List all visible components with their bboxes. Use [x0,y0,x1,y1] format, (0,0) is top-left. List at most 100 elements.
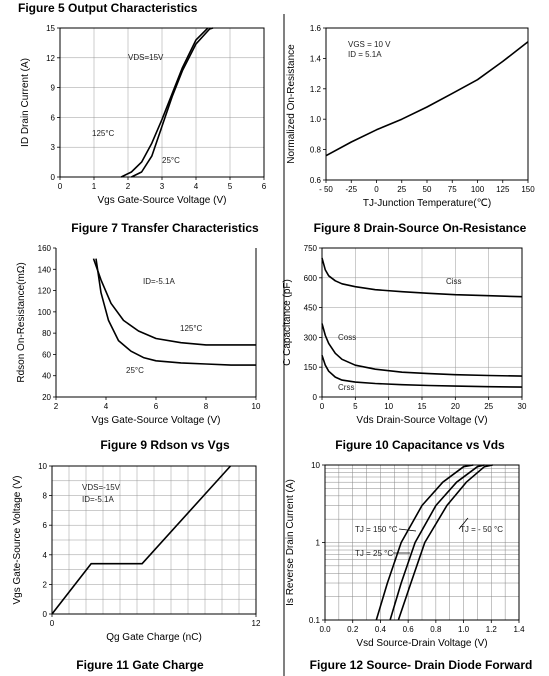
y-tick-label: 150 [304,363,318,372]
annotation-id: ID=-5.1A [143,277,175,286]
x-axis-label: TJ-Junction Temperature(℃) [363,198,491,209]
y-tick-label: 1.4 [310,54,322,63]
annotation-vds: VDS=15V [128,53,164,62]
x-tick-label: 25 [484,402,493,411]
y-tick-label: 6 [43,521,48,530]
series-line [325,41,529,157]
annotation-id: ID=-5.1A [82,495,114,504]
y-tick-label: 15 [46,24,55,33]
y-tick-label: 450 [304,304,318,313]
caption-fig8: Figure 8 Drain-Source On-Resistance [313,221,527,235]
y-tick-label: 2 [43,580,48,589]
x-tick-label: 125 [496,185,510,194]
y-axis-label: C Capacitance (pF) [282,279,293,366]
x-tick-label: 75 [448,185,457,194]
y-tick-label: 0.6 [310,176,322,185]
x-tick-label: 0.6 [403,625,415,634]
y-tick-label: 1.2 [310,85,322,94]
x-tick-label: 0.8 [430,625,442,634]
y-tick-label: 20 [42,393,51,402]
x-tick-label: 8 [204,402,209,411]
x-tick-label: 12 [252,619,261,628]
y-tick-label: 100 [38,308,52,317]
x-tick-label: 4 [194,182,199,191]
y-tick-label: 4 [43,551,48,560]
series-line [321,257,523,298]
plot-frame [51,465,257,615]
y-tick-label: 0.8 [310,146,322,155]
y-tick-label: 600 [304,274,318,283]
x-tick-label: -25 [345,185,357,194]
y-tick-label: 12 [46,54,55,63]
y-tick-label: 9 [51,84,56,93]
x-tick-label: 10 [384,402,393,411]
annotation-25c: 25°C [162,156,180,165]
y-axis-label: Vgs Gate-Source Voltage (V) [12,476,23,605]
annotation-ciss: Ciss [446,277,462,286]
x-axis-label: Vgs Gate-Source Voltage (V) [98,195,227,206]
y-tick-label: 0 [43,610,48,619]
y-tick-label: 80 [42,329,51,338]
y-tick-label: 60 [42,350,51,359]
annotation-coss: Coss [338,333,356,342]
y-tick-label: 10 [311,461,320,470]
y-tick-label: 6 [51,113,56,122]
x-tick-label: 0 [58,182,63,191]
annotation-150c: TJ = 150 °C [355,525,398,534]
y-tick-label: 40 [42,372,51,381]
x-tick-label: 1.4 [513,625,525,634]
y-tick-label: 0.1 [309,616,321,625]
y-axis-label: Normalized On-Resistance [286,44,297,164]
annotation-125c: 125°C [180,324,203,333]
x-tick-label: 6 [154,402,159,411]
y-tick-label: 10 [38,462,47,471]
y-tick-label: 3 [51,143,56,152]
series-line [321,355,523,388]
x-tick-label: 150 [521,185,535,194]
annotation-crss: Crss [338,383,354,392]
y-tick-label: 300 [304,333,318,342]
top-title: Figure 5 Output Characteristics [18,1,198,15]
annotation-minus50c: TJ = - 50 °C [460,525,503,534]
y-tick-label: 0 [313,393,318,402]
annotation-25c: TJ = 25 °C [355,549,393,558]
x-tick-label: 5 [228,182,233,191]
x-axis-label: Vgs Gate-Source Voltage (V) [92,415,221,426]
x-tick-label: 1.0 [458,625,470,634]
x-tick-label: 0 [374,185,379,194]
annotation-leader [398,528,417,532]
series-line [95,258,256,366]
x-tick-label: 1.2 [486,625,498,634]
caption-fig12: Figure 12 Source- Drain Diode Forward [309,658,533,672]
y-axis-label: Rdson On-Resistance(mΩ) [16,262,27,382]
x-tick-label: 3 [160,182,165,191]
x-tick-label: 30 [518,402,527,411]
annotation-vds: VDS=-15V [82,483,121,492]
x-tick-label: 0.0 [319,625,331,634]
x-tick-label: 15 [418,402,427,411]
caption-fig10: Figure 10 Capacitance vs Vds [335,438,505,452]
x-tick-label: 25 [397,185,406,194]
series-line [389,464,485,621]
x-axis-label: Vsd Source-Drain Voltage (V) [356,638,487,649]
x-tick-label: 0.2 [347,625,359,634]
x-tick-label: 2 [54,402,59,411]
series-line [51,465,232,615]
series-line [321,323,523,377]
y-tick-label: 160 [38,244,52,253]
caption-fig7: Figure 7 Transfer Characteristics [71,221,259,235]
x-tick-label: 100 [471,185,485,194]
series-line [131,27,214,178]
y-tick-label: 1 [316,539,321,548]
y-tick-label: 1.6 [310,24,322,33]
annotation-125c: 125°C [92,129,115,138]
x-tick-label: - 50 [319,185,333,194]
caption-fig11: Figure 11 Gate Charge [76,658,204,672]
annotation-leader [458,517,469,530]
y-axis-label: ID Drain Current (A) [20,58,31,147]
y-tick-label: 0 [51,173,56,182]
caption-fig9: Figure 9 Rdson vs Vgs [100,438,230,452]
x-tick-label: 50 [423,185,432,194]
series-line [375,464,474,621]
